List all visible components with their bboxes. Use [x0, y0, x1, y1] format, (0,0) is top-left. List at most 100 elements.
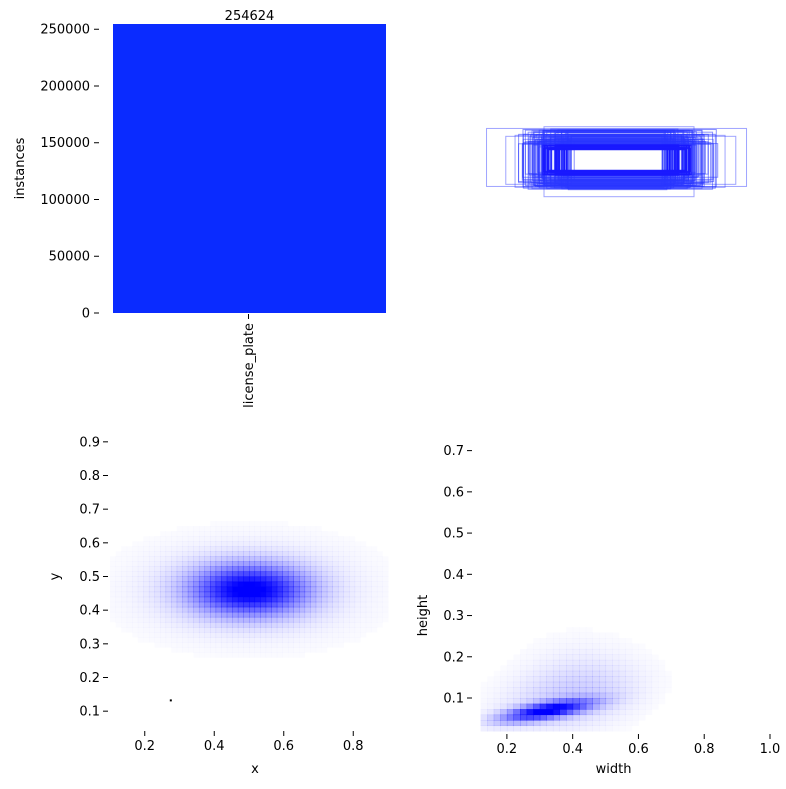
density-cell	[210, 596, 217, 603]
bounding-box	[522, 141, 712, 184]
density-cell	[546, 681, 554, 688]
density-cell	[149, 637, 155, 643]
density-cell	[215, 556, 222, 562]
density-cell	[337, 616, 345, 623]
density-cell	[332, 531, 338, 537]
density-cell	[506, 681, 514, 688]
density-cell	[160, 556, 167, 562]
density-cell	[277, 647, 283, 653]
density-cell	[605, 703, 613, 710]
density-cell	[533, 698, 541, 705]
density-cell	[132, 612, 138, 618]
y-tick-label: 0.2	[79, 671, 100, 686]
density-cell	[127, 607, 133, 613]
density-cell	[579, 648, 587, 655]
density-cell	[360, 622, 366, 628]
density-cell	[566, 714, 574, 721]
density-cell	[566, 632, 573, 638]
density-cell	[598, 648, 607, 655]
density-cell	[154, 591, 161, 598]
density-cell	[304, 576, 311, 583]
density-cell	[226, 541, 233, 547]
density-cell	[321, 632, 327, 638]
density-cell	[154, 627, 160, 633]
density-cell	[332, 601, 339, 608]
density-cell	[354, 601, 361, 608]
density-cell	[310, 551, 317, 557]
density-cell	[226, 561, 233, 567]
density-cell	[606, 643, 613, 649]
density-cell	[255, 642, 261, 648]
density-cell	[187, 611, 194, 618]
density-cell	[221, 526, 227, 532]
density-cell	[215, 571, 222, 577]
density-cell	[143, 637, 149, 643]
density-cell	[585, 714, 593, 721]
density-cell	[193, 546, 200, 552]
density-cell	[126, 596, 133, 603]
density-cell	[143, 601, 150, 608]
density-cell	[221, 541, 228, 547]
density-cell	[237, 606, 244, 613]
density-cell	[154, 586, 161, 593]
density-cell	[132, 607, 138, 613]
density-cell	[572, 648, 580, 655]
density-cell	[193, 551, 200, 557]
density-cell	[232, 541, 239, 547]
density-cell	[652, 671, 659, 677]
density-cell	[592, 681, 600, 688]
density-cell	[572, 654, 580, 661]
density-cell	[539, 720, 547, 727]
density-cell	[310, 647, 316, 653]
density-cell	[316, 531, 322, 537]
density-cell	[293, 571, 300, 577]
density-cell	[121, 587, 127, 593]
density-cell	[316, 647, 322, 653]
density-cell	[232, 586, 239, 593]
density-cell	[513, 709, 521, 716]
density-cell	[132, 591, 139, 598]
density-cell	[121, 571, 127, 577]
density-cell	[493, 725, 501, 732]
density-cell	[143, 591, 150, 598]
density-cell	[349, 596, 356, 603]
density-cell	[154, 616, 161, 623]
density-cell	[254, 621, 261, 628]
density-cell	[605, 670, 613, 677]
density-cell	[215, 621, 222, 628]
density-cell	[652, 654, 659, 660]
density-cell	[625, 687, 633, 694]
density-cell	[579, 720, 587, 727]
density-cell	[552, 698, 561, 705]
density-cell	[592, 648, 600, 655]
density-cell	[265, 581, 272, 588]
density-cell	[282, 541, 289, 547]
density-cell	[572, 676, 580, 683]
density-cell	[631, 687, 639, 694]
density-cell	[149, 541, 155, 547]
density-cell	[625, 654, 633, 661]
density-cell	[221, 546, 228, 552]
density-cell	[232, 521, 238, 527]
density-cell	[266, 526, 272, 532]
density-cell	[154, 606, 161, 613]
density-cell	[110, 582, 116, 588]
x-tick-label: 0.2	[134, 739, 155, 754]
density-cell	[605, 720, 613, 727]
density-cell	[579, 725, 587, 732]
density-cell	[154, 596, 161, 603]
density-cell	[293, 566, 300, 572]
density-cell	[237, 571, 244, 577]
density-cell	[260, 601, 267, 608]
density-cell	[493, 692, 501, 699]
density-cell	[254, 566, 261, 572]
density-cell	[210, 521, 216, 527]
density-cell	[176, 576, 183, 583]
density-cell	[592, 709, 600, 716]
density-cell	[182, 571, 189, 577]
density-cell	[171, 551, 178, 557]
density-cell	[148, 596, 155, 603]
density-cell	[526, 698, 534, 705]
density-cell	[254, 591, 261, 598]
density-cell	[546, 659, 554, 666]
